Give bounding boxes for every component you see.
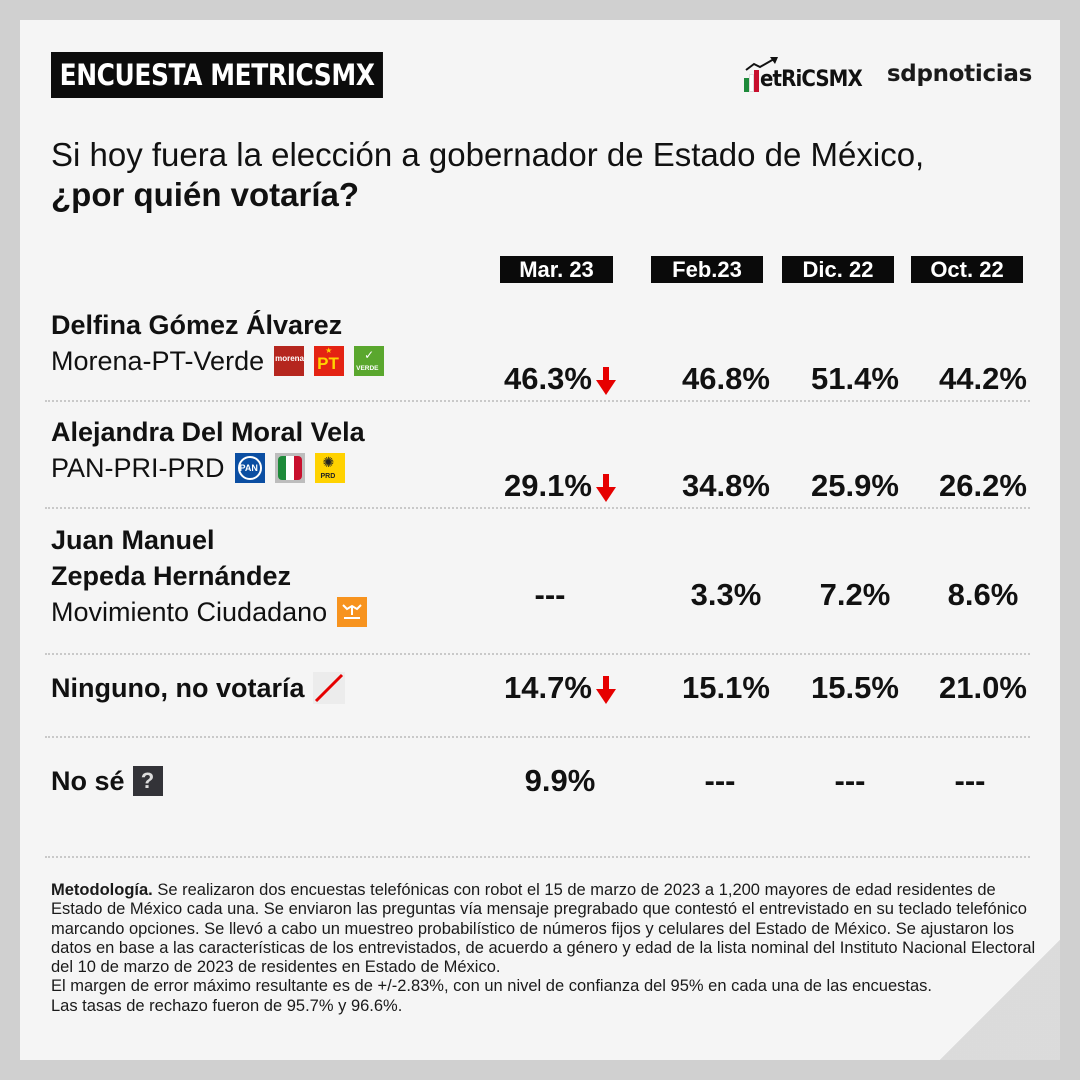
column-header-feb23: Feb.23 xyxy=(651,256,763,283)
value-dic22: 15.5% xyxy=(811,670,899,705)
slash-icon xyxy=(312,672,345,704)
survey-tag: ENCUESTA METRICSMX xyxy=(51,52,384,98)
pt-logo-icon: ★ PT xyxy=(314,346,345,376)
value-mar23: 46.3% xyxy=(490,361,630,397)
question-icon: ? xyxy=(132,766,163,796)
value-oct22: 26.2% xyxy=(939,468,1027,503)
candidate-name: Alejandra Del Moral Vela xyxy=(51,417,365,447)
party-label: Morena-PT-Verde xyxy=(51,346,265,376)
row-divider xyxy=(45,736,1030,738)
candidate-party: Morena-PT-Verde morena ★ PT ✓ VERDE xyxy=(51,343,385,379)
morena-logo-icon: morena xyxy=(274,346,305,376)
row-divider xyxy=(45,856,1030,858)
candidate-name: Delfina Gómez Álvarez xyxy=(51,310,343,340)
candidate-name-line-2: Zepeda Hernández xyxy=(51,561,292,591)
candidate-party: PAN-PRI-PRD PAN ✺ PRD xyxy=(51,450,345,486)
value-mar23: 14.7% xyxy=(490,670,630,706)
flag-bars-icon xyxy=(743,70,759,92)
question-line-1: Si hoy fuera la elección a gobernador de… xyxy=(51,136,925,173)
brand-logos: etRiCSMX sdpnoticias xyxy=(743,54,1032,94)
methodology-rejection: Las tasas de rechazo fueron de 95.7% y 9… xyxy=(51,996,403,1015)
metricsmx-wordmark: etRiCSMX xyxy=(759,67,863,92)
value-dic22: 7.2% xyxy=(819,577,891,612)
column-header-dic22: Dic. 22 xyxy=(782,256,894,283)
row-divider xyxy=(45,653,1030,655)
trend-arrow-icon xyxy=(745,57,778,71)
party-label: Movimiento Ciudadano xyxy=(51,597,328,627)
row-divider xyxy=(45,507,1030,509)
column-header-mar23: Mar. 23 xyxy=(500,256,613,283)
down-arrow-icon xyxy=(595,675,616,704)
pan-logo-icon: PAN xyxy=(234,453,265,483)
column-header-oct22: Oct. 22 xyxy=(911,256,1023,283)
row-divider xyxy=(45,400,1030,402)
poll-card: ENCUESTA METRICSMX etRiCSMX sdpnoticias … xyxy=(20,20,1060,1060)
value-oct22: 21.0% xyxy=(939,670,1027,705)
methodology-text: Se realizaron dos encuestas telefónicas … xyxy=(51,881,1036,977)
methodology-margin: El margen de error máximo resultante es … xyxy=(51,977,932,996)
mc-logo-icon xyxy=(337,597,368,627)
down-arrow-icon xyxy=(595,366,616,395)
value-mar23: --- xyxy=(534,577,566,612)
value-dic22: 51.4% xyxy=(811,361,899,396)
value-oct22: 44.2% xyxy=(939,361,1027,396)
candidate-name-line-1: Juan Manuel xyxy=(51,525,215,555)
down-arrow-icon xyxy=(595,473,616,502)
survey-question: Si hoy fuera la elección a gobernador de… xyxy=(51,135,924,215)
value-oct22: --- xyxy=(954,763,986,798)
question-line-2: ¿por quién votaría? xyxy=(51,176,360,213)
value-feb23: 34.8% xyxy=(682,468,770,503)
value-oct22: 8.6% xyxy=(947,577,1019,612)
value-dic22: --- xyxy=(834,763,866,798)
methodology-note: Metodología. Se realizaron dos encuestas… xyxy=(51,881,1041,1016)
value-dic22: 25.9% xyxy=(811,468,899,503)
value-feb23: --- xyxy=(704,763,736,798)
prd-logo-icon: ✺ PRD xyxy=(314,453,345,483)
value-feb23: 15.1% xyxy=(682,670,770,705)
party-label: PAN-PRI-PRD xyxy=(51,453,225,483)
value-feb23: 3.3% xyxy=(690,577,762,612)
value-mar23: 9.9% xyxy=(524,763,596,798)
verde-logo-icon: ✓ VERDE xyxy=(354,346,385,376)
pri-logo-icon xyxy=(274,453,305,483)
candidate-party: Movimiento Ciudadano xyxy=(51,594,368,630)
option-label: Ninguno, no votaría xyxy=(51,670,345,706)
methodology-label: Metodología. xyxy=(51,881,153,899)
metricsmx-logo: etRiCSMX xyxy=(743,56,873,92)
value-mar23: 29.1% xyxy=(490,468,630,504)
value-feb23: 46.8% xyxy=(682,361,770,396)
option-label: No sé ? xyxy=(51,763,163,799)
sdpnoticias-logo: sdpnoticias xyxy=(886,61,1032,87)
